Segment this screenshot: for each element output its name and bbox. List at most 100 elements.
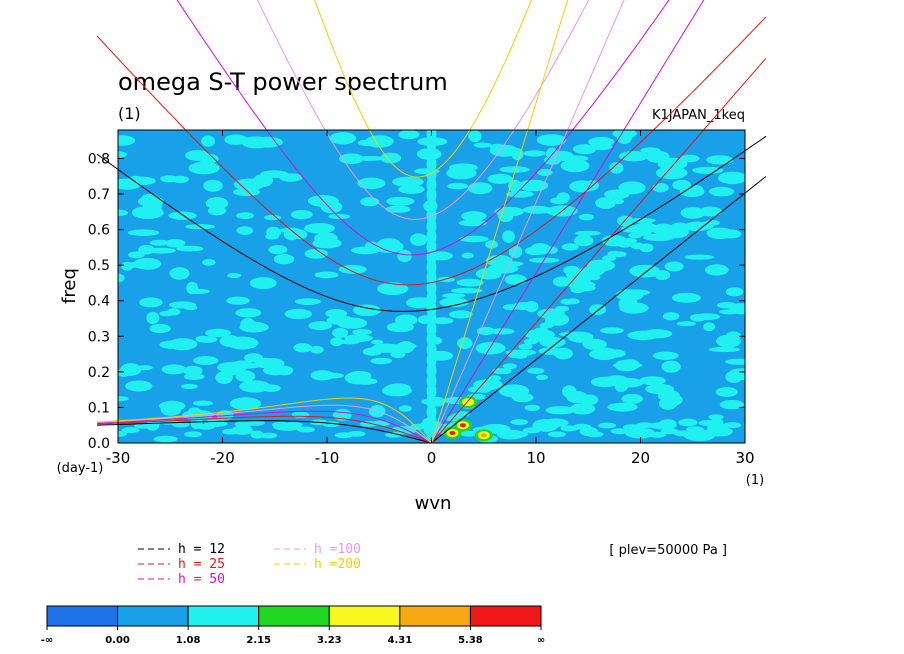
heatmap-patch: [205, 197, 229, 210]
legend-label: h =200: [314, 557, 361, 572]
heatmap-patch: [161, 364, 187, 375]
heatmap-patch: [229, 397, 262, 411]
heatmap-patch: [339, 153, 364, 164]
y-tick-label: 0.8: [88, 151, 110, 167]
heatmap-patch: [525, 246, 544, 256]
heatmap-patch: [536, 134, 567, 146]
heatmap-patch: [373, 240, 404, 253]
heatmap-patch: [149, 323, 171, 334]
heatmap-patch: [578, 213, 594, 221]
dispersion-curve-rossby: [97, 415, 432, 443]
heatmap-patch: [372, 420, 391, 427]
heatmap-patch: [725, 370, 743, 383]
legend-label: h = 25: [178, 557, 225, 572]
heatmap-patch: [508, 245, 523, 258]
heatmap-patch: [184, 431, 203, 438]
heatmap-patch: [188, 161, 220, 175]
y-tick-label: 0.5: [88, 258, 110, 274]
plev-note: [ plev=50000 Pa ]: [609, 543, 727, 558]
heatmap-patch: [384, 431, 403, 438]
heatmap-patch: [447, 182, 469, 190]
heatmap-patch: [585, 431, 604, 438]
heatmap-patch: [187, 288, 210, 294]
heatmap-patch: [304, 223, 335, 234]
heatmap-patch: [690, 313, 706, 322]
heatmap-patch: [524, 404, 540, 411]
heatmap-patch: [487, 173, 513, 184]
heatmap-hotspot: [480, 433, 487, 438]
heatmap-patch: [233, 187, 261, 197]
heatmap-patch: [642, 329, 673, 339]
heatmap-patch: [166, 308, 181, 316]
heatmap-patch: [357, 139, 377, 146]
y-tick-label: 0.1: [88, 400, 110, 416]
heatmap-patch: [241, 136, 272, 149]
heatmap-patch: [310, 370, 335, 381]
heatmap-patch: [236, 212, 255, 220]
heatmap-patch: [236, 226, 254, 235]
heatmap-patch: [439, 297, 469, 308]
heatmap-patch: [338, 264, 367, 274]
heatmap-patch: [332, 327, 349, 338]
heatmap-patch: [698, 420, 717, 426]
x-tick-label: -30: [106, 449, 131, 467]
heatmap-patch: [460, 430, 479, 437]
heatmap-patch: [263, 214, 282, 221]
heatmap-field: [118, 130, 745, 443]
heatmap-patch: [475, 268, 502, 280]
heatmap-patch: [685, 426, 704, 433]
heatmap-patch: [614, 359, 639, 372]
heatmap-patch: [156, 248, 174, 254]
heatmap-patch: [497, 368, 512, 375]
heatmap-patch: [497, 430, 516, 437]
colorbar: -∞ 0.00 1.08 2.15 3.23 4.31 5.38 ∞: [41, 605, 545, 646]
dispersion-curve-kelvin: [431, 57, 767, 443]
heatmap-patch: [498, 384, 530, 398]
heatmap-patch: [450, 287, 483, 294]
heatmap-patch: [448, 310, 473, 319]
heatmap-patch: [278, 173, 303, 182]
heatmap-patch: [118, 396, 129, 402]
heatmap-patch: [553, 347, 574, 360]
heatmap-patch: [552, 276, 571, 287]
heatmap-patch: [168, 211, 197, 220]
heatmap-patch: [716, 301, 737, 309]
x-axis-label: wvn: [415, 493, 452, 514]
heatmap-patch: [680, 154, 700, 163]
legend-label: h = 12: [178, 542, 225, 557]
heatmap-patch: [244, 353, 263, 363]
heatmap-patch: [193, 356, 219, 365]
heatmap-patch: [502, 230, 515, 243]
heatmap-patch: [582, 338, 607, 350]
heatmap-patch: [603, 189, 630, 200]
y-tick-label: 0.3: [88, 329, 110, 345]
dispersion-curve-rossby: [97, 410, 432, 443]
colorbar-label: ∞: [537, 635, 545, 646]
heatmap-patch: [610, 428, 629, 435]
heatmap-patch: [635, 422, 654, 429]
heatmap-patch: [226, 296, 250, 305]
heatmap-patch: [659, 419, 677, 429]
colorbar-segment: [328, 605, 401, 627]
heatmap-patch: [661, 360, 681, 373]
heatmap-patch: [165, 238, 186, 248]
heatmap-patch: [565, 298, 580, 305]
heatmap-patch: [680, 207, 706, 219]
heatmap-patch: [446, 166, 477, 180]
heatmap-patch: [249, 277, 277, 290]
heatmap-patch: [183, 305, 198, 311]
colorbar-label: 3.23: [317, 635, 342, 646]
heatmap-patch: [655, 166, 688, 180]
heatmap-patch: [648, 431, 667, 438]
dispersion-curve-kelvin: [431, 0, 705, 443]
heatmap-patch: [482, 384, 496, 391]
heatmap-patch: [716, 334, 741, 348]
heatmap-patch: [529, 336, 543, 343]
heatmap-patch: [221, 428, 240, 435]
heatmap-patch: [724, 358, 745, 365]
heatmap-patch: [595, 197, 616, 209]
heatmap-patch: [456, 278, 484, 287]
heatmap-patch: [544, 319, 559, 326]
heatmap-patch: [336, 317, 368, 329]
heatmap-patch: [725, 287, 744, 297]
